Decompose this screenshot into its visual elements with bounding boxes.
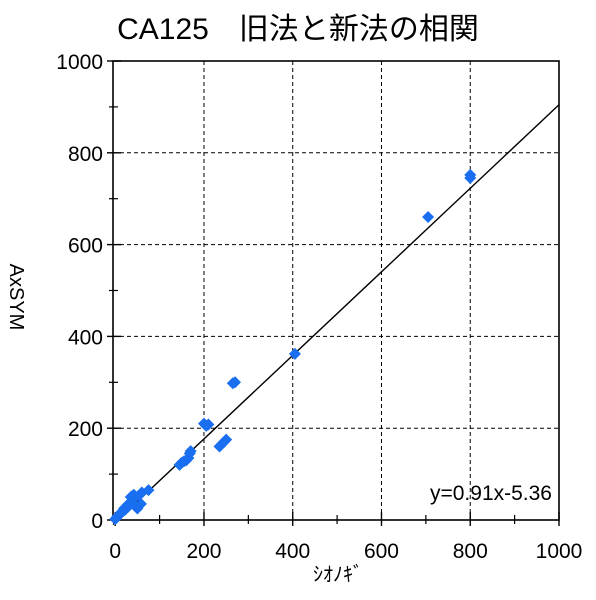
x-tick-labels: 0 200 400 600 800 1000 <box>109 540 582 563</box>
y-tick-label-1000: 1000 <box>56 51 103 74</box>
y-tick-label-400: 400 <box>68 326 103 349</box>
y-tick-label-0: 0 <box>91 510 103 533</box>
data-point <box>142 484 155 497</box>
data-points <box>109 168 477 526</box>
y-tick-label-600: 600 <box>68 235 103 258</box>
plot-frame <box>112 60 560 521</box>
data-point <box>422 211 435 224</box>
data-point <box>229 376 242 389</box>
y-tick-label-200: 200 <box>68 418 103 441</box>
x-tick-label-0: 0 <box>109 540 121 563</box>
x-tick-label-200: 200 <box>186 540 221 563</box>
data-point <box>288 347 301 360</box>
data-point <box>464 168 477 181</box>
data-point <box>134 497 147 510</box>
grid-lines <box>113 61 559 520</box>
data-point <box>220 433 233 446</box>
data-point <box>202 418 215 431</box>
axis-ticks <box>107 60 560 526</box>
data-point <box>184 445 197 458</box>
y-axis-label: AxSYM <box>5 264 27 331</box>
x-tick-label-800: 800 <box>453 540 488 563</box>
x-axis-label: ｼｵﾉｷﾞ <box>313 563 363 586</box>
y-tick-label-800: 800 <box>68 143 103 166</box>
y-tick-labels: 0 200 400 600 800 1000 <box>56 51 103 533</box>
x-tick-label-600: 600 <box>364 540 399 563</box>
chart-title: CA125 旧法と新法の相関 <box>117 13 479 46</box>
x-tick-label-400: 400 <box>275 540 310 563</box>
x-tick-label-1000: 1000 <box>536 540 583 563</box>
regression-equation: y=0.91x-5.36 <box>430 482 552 505</box>
